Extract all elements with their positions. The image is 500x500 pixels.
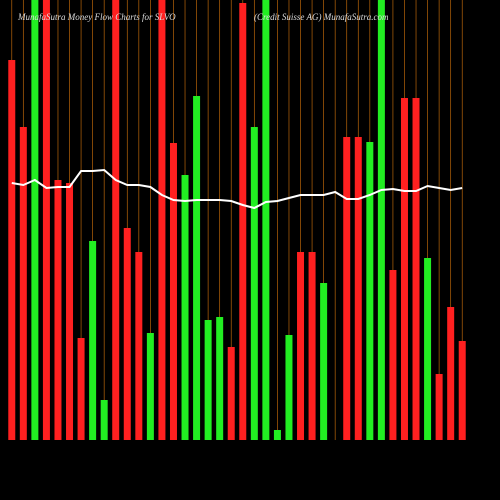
bar [42,0,50,440]
bar [146,333,154,440]
bar [123,228,131,440]
bar [193,96,201,440]
plot-area [8,0,466,440]
bar [100,400,108,440]
bar [250,127,258,440]
chart-subtitle: (Credit Suisse AG) MunafaSutra.com [254,12,389,22]
bar [297,252,305,440]
bar [262,0,270,440]
bar [366,142,374,440]
bar [181,175,189,440]
bar [273,430,281,440]
bar [54,180,62,440]
chart-title: MunafaSutra Money Flow Charts for SLVO [17,12,176,22]
bar [308,252,316,440]
bar [19,127,27,440]
bar [400,98,408,440]
bar [112,0,120,440]
bar [285,335,293,440]
bar [158,0,166,440]
bar [377,0,385,440]
bar [354,137,362,440]
bar [216,317,224,440]
bar [89,241,97,440]
bar [169,143,177,440]
bar [239,3,247,440]
bar [435,374,443,440]
bar [204,320,212,440]
bar [66,183,74,440]
bar [77,338,85,440]
money-flow-line [11,168,463,210]
bar [412,98,420,440]
bar [31,0,39,440]
bar [320,283,328,440]
bar [424,258,432,440]
bar [447,307,455,440]
bar [227,347,235,440]
bar [389,270,397,440]
bar [458,341,466,440]
bar [8,60,16,440]
bar [343,137,351,440]
bar [135,252,143,440]
